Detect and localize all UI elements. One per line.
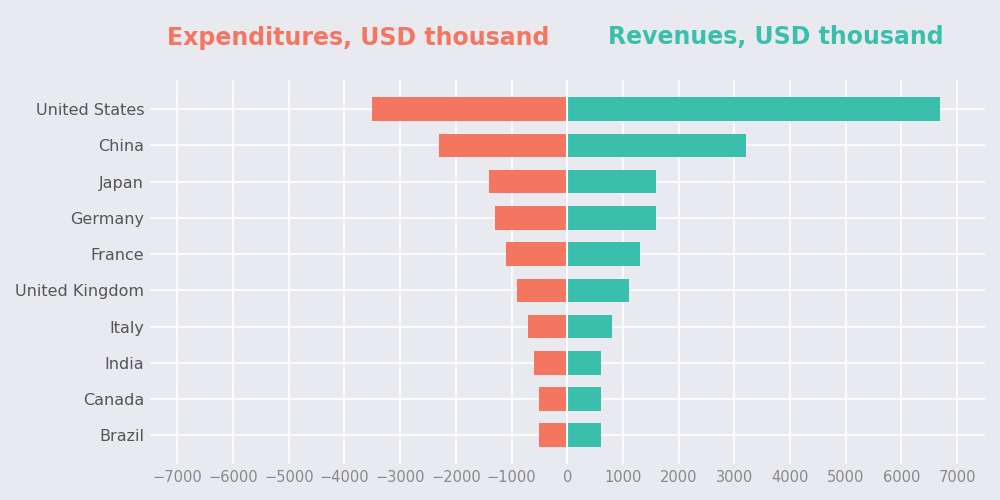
Bar	[517, 278, 567, 302]
Bar	[567, 387, 601, 411]
Bar	[567, 170, 656, 194]
Text: Expenditures, USD thousand: Expenditures, USD thousand	[167, 26, 550, 50]
Bar	[539, 424, 567, 447]
Bar	[489, 170, 567, 194]
Bar	[539, 387, 567, 411]
Bar	[372, 98, 567, 121]
Bar	[439, 134, 567, 157]
Bar	[567, 206, 656, 230]
Bar	[567, 351, 601, 374]
Bar	[567, 315, 612, 338]
Bar	[528, 315, 567, 338]
Bar	[567, 98, 940, 121]
Bar	[506, 242, 567, 266]
Bar	[567, 424, 601, 447]
Bar	[567, 134, 746, 157]
Bar	[534, 351, 567, 374]
Text: Revenues, USD thousand: Revenues, USD thousand	[608, 26, 944, 50]
Bar	[495, 206, 567, 230]
Bar	[567, 278, 629, 302]
Bar	[567, 242, 640, 266]
